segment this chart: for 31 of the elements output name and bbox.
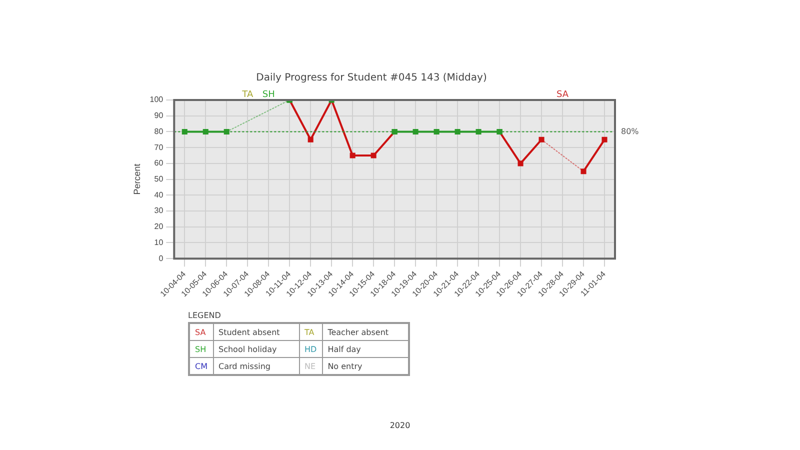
y-tick-label: 20: [154, 222, 164, 232]
y-axis-title: Percent: [132, 163, 142, 195]
text: SH: [189, 340, 213, 358]
text: 2020: [388, 421, 412, 430]
text: TA: [299, 323, 322, 340]
legend-title: LEGEND: [188, 311, 222, 320]
text: Student absent: [213, 323, 299, 340]
y-tick-label: 0: [158, 254, 164, 263]
text: HD: [299, 340, 322, 358]
text: SH: [262, 90, 275, 100]
y-tick-label: 70: [154, 142, 164, 152]
chart-title: Daily Progress for Student #045 143 (Midday): [256, 72, 487, 84]
text: SA: [556, 90, 570, 100]
y-tick-label: 80: [154, 126, 164, 136]
y-tick-label: 100: [150, 95, 164, 104]
y-tick-label: 40: [154, 190, 164, 200]
ref-line-label: 80%: [621, 126, 640, 136]
y-tick-label: 50: [154, 174, 164, 184]
text: NE: [299, 358, 322, 375]
text: No entry: [322, 358, 409, 375]
y-tick-label: 60: [154, 158, 164, 168]
text: TA: [241, 90, 254, 100]
text: Card missing: [213, 358, 299, 375]
text: Teacher absent: [322, 323, 409, 340]
text: School holiday: [213, 340, 299, 358]
text: SA: [189, 323, 213, 340]
text: Half day: [322, 340, 409, 358]
y-tick-label: 30: [154, 206, 164, 216]
text: CM: [189, 358, 213, 375]
y-tick-label: 10: [154, 238, 164, 247]
y-tick-label: 90: [154, 111, 164, 120]
